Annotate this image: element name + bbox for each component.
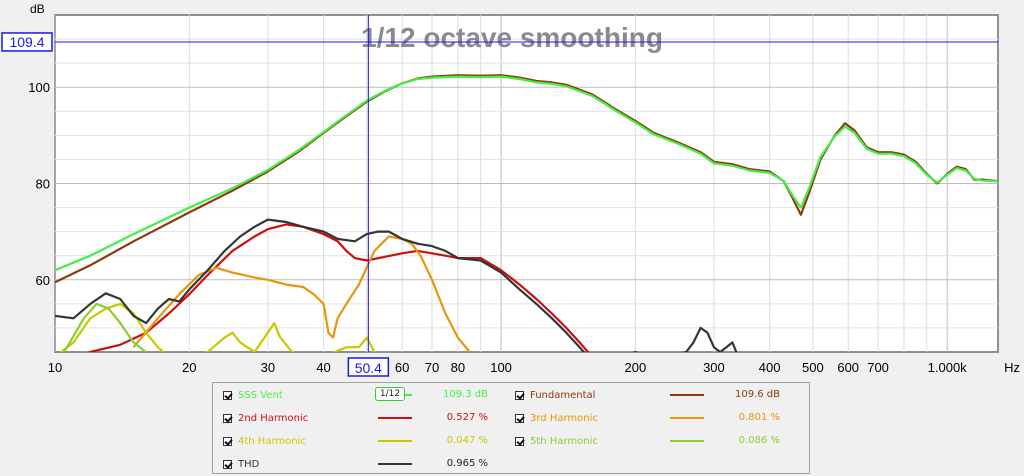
y-tick-label: 80 bbox=[36, 177, 50, 192]
x-tick-label: 200 bbox=[625, 360, 647, 375]
legend-swatch bbox=[670, 394, 704, 396]
checkbox[interactable] bbox=[515, 413, 524, 423]
x-tick-label: 10 bbox=[48, 360, 62, 375]
legend-label: SSS Vent bbox=[238, 389, 283, 401]
legend-row-3rd-harmonic: 3rd Harmonic bbox=[515, 411, 704, 425]
x-tick-label: 100 bbox=[490, 360, 512, 375]
checkbox[interactable] bbox=[223, 413, 232, 423]
y-ticks: 60 80 100 bbox=[28, 80, 50, 288]
legend-value: 109.3 dB bbox=[442, 389, 488, 400]
x-tick-label: 20 bbox=[182, 360, 196, 375]
x-tick-label: 300 bbox=[703, 360, 725, 375]
y-axis-label: dB bbox=[30, 2, 45, 16]
chart-area[interactable]: dB 1/12 octave smoothing 109.4 50.4 10 20 3… bbox=[0, 0, 1024, 380]
checkbox[interactable] bbox=[223, 436, 232, 446]
cursor-y-readout-box bbox=[1, 32, 53, 52]
legend-value: 109.6 dB bbox=[734, 389, 780, 400]
series-group bbox=[55, 74, 998, 352]
legend-label: Fundamental bbox=[530, 389, 596, 401]
legend-row-2nd-harmonic: 2nd Harmonic bbox=[223, 411, 412, 425]
checkbox[interactable] bbox=[515, 390, 524, 400]
x-axis-unit: Hz bbox=[1004, 360, 1020, 375]
smoothing-badge[interactable]: 1/12 bbox=[375, 387, 405, 401]
x-tick-label: 80 bbox=[451, 360, 465, 375]
legend-label: 5th Harmonic bbox=[530, 435, 598, 447]
x-tick-label: 1.000k bbox=[928, 360, 968, 375]
x-tick-label: 40 bbox=[316, 360, 330, 375]
series-line-sss-vent bbox=[55, 75, 998, 272]
legend-row-4th-harmonic: 4th Harmonic bbox=[223, 434, 412, 448]
legend-swatch bbox=[378, 417, 412, 419]
chart-title: 1/12 octave smoothing bbox=[361, 22, 663, 53]
series-line-5th-harmonic bbox=[62, 302, 148, 352]
legend-swatch bbox=[378, 463, 412, 465]
legend-row-thd: THD bbox=[223, 457, 412, 471]
series-line-2nd-harmonic bbox=[87, 223, 590, 352]
x-tick-label: 500 bbox=[802, 360, 824, 375]
legend-swatch bbox=[378, 440, 412, 442]
x-tick-label: 600 bbox=[837, 360, 859, 375]
legend-row-fundamental: Fundamental bbox=[515, 388, 704, 402]
x-tick-label: 400 bbox=[759, 360, 781, 375]
x-tick-label: 30 bbox=[261, 360, 275, 375]
series-line-thd bbox=[55, 218, 738, 352]
checkbox[interactable] bbox=[223, 459, 232, 469]
checkbox[interactable] bbox=[515, 436, 524, 446]
legend-value: 0.047 % bbox=[446, 435, 488, 446]
x-tick-label: 700 bbox=[867, 360, 889, 375]
legend-label: 4th Harmonic bbox=[238, 435, 306, 447]
cursor-x-readout: 50.4 bbox=[355, 360, 382, 376]
legend-value: 0.965 % bbox=[446, 458, 488, 469]
legend-label: THD bbox=[238, 458, 260, 470]
y-tick-label: 60 bbox=[36, 273, 50, 288]
checkbox[interactable] bbox=[223, 390, 232, 400]
cursor-y-readout: 109.4 bbox=[9, 34, 44, 50]
legend-label: 3rd Harmonic bbox=[530, 412, 598, 424]
legend-panel: SSS Vent 109.3 dB Fundamental 109.6 dB 2nd H… bbox=[212, 382, 810, 474]
legend-value: 0.527 % bbox=[446, 412, 488, 423]
x-ticks: 10 20 30 40 60 70 80 100 200 300 400 500 600 700 1.000… bbox=[48, 360, 967, 375]
cursor[interactable]: 109.4 50.4 bbox=[1, 15, 998, 377]
legend-swatch bbox=[670, 417, 704, 419]
x-tick-label: 60 bbox=[395, 360, 409, 375]
y-tick-label: 100 bbox=[28, 80, 50, 95]
series-line-4th-harmonic bbox=[59, 302, 378, 352]
x-tick-label: 70 bbox=[425, 360, 439, 375]
cursor-x-readout-box bbox=[347, 357, 390, 377]
legend-value: 0.086 % bbox=[738, 435, 780, 446]
legend-row-5th-harmonic: 5th Harmonic bbox=[515, 434, 704, 448]
legend-label: 2nd Harmonic bbox=[238, 412, 309, 424]
legend-swatch bbox=[670, 440, 704, 442]
grid bbox=[54, 15, 998, 352]
series-line-3rd-harmonic bbox=[132, 235, 473, 352]
legend-value: 0.801 % bbox=[738, 412, 780, 423]
